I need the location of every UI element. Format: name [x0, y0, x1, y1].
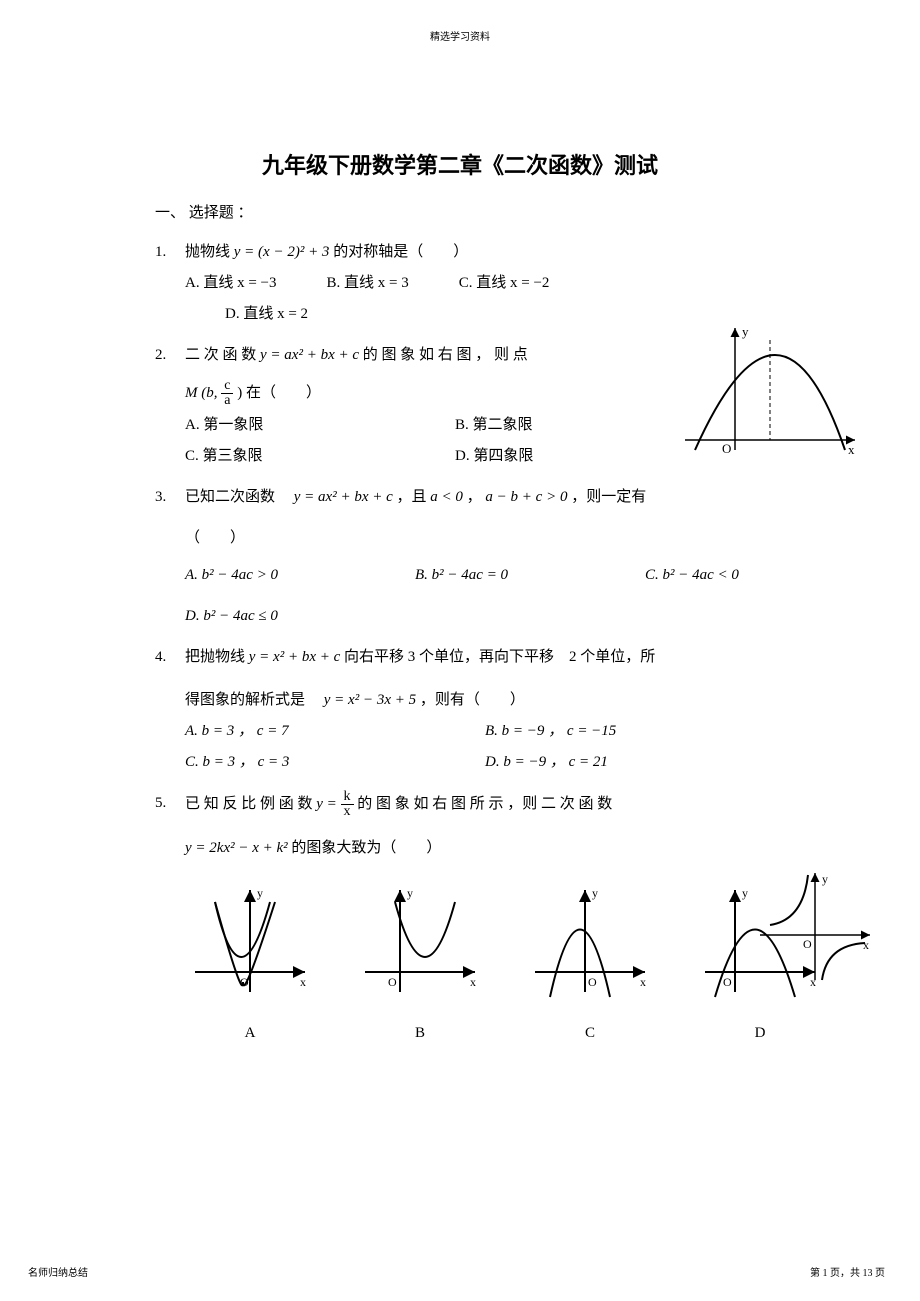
q5-fraction: k x: [341, 790, 354, 819]
q2-stem-pre: 二 次 函 数: [185, 347, 260, 363]
question-5: 5. 已 知 反 比 例 函 数 y = k x 的 图 象 如 右 图 所 示…: [155, 790, 855, 1047]
svg-text:y: y: [257, 886, 263, 900]
q1-opt-d: D. 直线 x = 2: [225, 301, 308, 328]
q3-stem-pre: 已知二次函数: [185, 489, 290, 505]
q3-stem-mid: ，且: [397, 489, 431, 505]
q4-opt-d: D. b = −9 ， c = 21: [485, 749, 755, 776]
q5-graph-b-svg: O x y: [355, 882, 485, 1002]
q5-graph-a-svg: O x y: [185, 882, 315, 1002]
q3-number: 3.: [155, 484, 185, 630]
q3-stem-math: y = ax² + bx + c: [294, 489, 393, 505]
question-4: 4. 把抛物线 y = x² + bx + c 向右平移 3 个单位，再向下平移…: [155, 644, 855, 776]
q2-opt-c: C. 第三象限: [185, 443, 455, 470]
section-1-title: 一、 选择题 ：: [155, 200, 855, 227]
q2-stem-math: y = ax² + bx + c: [260, 347, 359, 363]
svg-text:O: O: [388, 975, 397, 989]
q5-label-c: C: [525, 1020, 655, 1047]
svg-text:y: y: [742, 886, 748, 900]
q5-ref-y: y: [822, 872, 828, 886]
q5-choice-graphs: O x y A: [185, 882, 825, 1047]
footer-left: 名师归纳总结: [28, 1264, 88, 1279]
svg-text:O: O: [588, 975, 597, 989]
q5-frac-den: x: [341, 805, 354, 819]
q4-opt-b: B. b = −9 ， c = −15: [485, 718, 755, 745]
q2-line2-pre: M (b,: [185, 385, 221, 401]
q4-stem-pre: 把抛物线: [185, 649, 249, 665]
q4-stem-math: y = x² + bx + c: [249, 649, 341, 665]
q2-fraction: c a: [221, 379, 233, 408]
q3-opt-d: D. b² − 4ac ≤ 0: [185, 603, 278, 630]
q2-frac-den: a: [221, 394, 233, 408]
q5-ref-x: x: [863, 938, 869, 952]
q2-graph-x: x: [848, 442, 855, 457]
main-title: 九年级下册数学第二章《二次函数》测试: [0, 148, 920, 180]
q5-ref-graph: O x y: [755, 865, 875, 990]
q1-number: 1.: [155, 239, 185, 328]
q5-number: 5.: [155, 790, 185, 1047]
q5-line2-math: y = 2kx² − x + k²: [185, 840, 288, 856]
q5-ref-graph-svg: O x y: [755, 865, 875, 985]
q2-graph-svg: O x y: [680, 320, 860, 460]
q3-paren: （ ）: [185, 525, 855, 552]
q2-number: 2.: [155, 342, 185, 470]
q1-opt-b: B. 直线 x = 3: [327, 270, 409, 297]
q4-number: 4.: [155, 644, 185, 776]
q1-opt-a: A. 直线 x = −3: [185, 270, 277, 297]
q5-stem-pre: 已 知 反 比 例 函 数: [185, 796, 316, 812]
svg-text:O: O: [240, 975, 249, 989]
q5-graph-b: O x y B: [355, 882, 485, 1047]
q2-graph-y: y: [742, 324, 749, 339]
q4-opt-c: C. b = 3 ， c = 3: [185, 749, 485, 776]
svg-text:y: y: [407, 886, 413, 900]
q5-ref-origin: O: [803, 937, 812, 951]
q1-stem-post: 的对称轴是（ ）: [333, 244, 468, 260]
q3-cond2: a − b + c > 0: [485, 489, 567, 505]
q2-graph: O x y: [680, 320, 860, 465]
q4-stem-mid: 向右平移 3 个单位，再向下平移 2 个单位，所: [344, 649, 655, 665]
q5-graph-c: O x y C: [525, 882, 655, 1047]
q3-opt-c: C. b² − 4ac < 0: [645, 562, 739, 589]
q2-line2-post: ) 在（ ）: [237, 385, 321, 401]
q5-frac-num: k: [341, 790, 354, 805]
svg-text:x: x: [470, 975, 476, 989]
svg-text:y: y: [592, 886, 598, 900]
q1-stem-math: y = (x − 2)² + 3: [234, 244, 330, 260]
footer-right: 第 1 页，共 13 页: [810, 1264, 885, 1279]
question-1: 1. 抛物线 y = (x − 2)² + 3 的对称轴是（ ） A. 直线 x…: [155, 239, 855, 328]
q3-cond1: a < 0: [430, 489, 463, 505]
q4-line2-post: ，则有（ ）: [420, 692, 525, 708]
q5-line2-post: 的图象大致为（ ）: [291, 840, 441, 856]
header-note: 精选学习资料: [430, 28, 490, 43]
q3-sep: ，: [467, 489, 482, 505]
q2-opt-a: A. 第一象限: [185, 412, 455, 439]
q4-opt-a: A. b = 3 ， c = 7: [185, 718, 485, 745]
q5-label-a: A: [185, 1020, 315, 1047]
q2-graph-origin: O: [722, 441, 731, 456]
q1-opt-c: C. 直线 x = −2: [459, 270, 550, 297]
q5-stem-math-pre: y =: [316, 796, 340, 812]
q4-line2-math: y = x² − 3x + 5: [324, 692, 416, 708]
q5-graph-c-svg: O x y: [525, 882, 655, 1002]
q5-label-d: D: [695, 1020, 825, 1047]
svg-text:O: O: [723, 975, 732, 989]
q2-stem-post: 的 图 象 如 右 图 ， 则 点: [363, 347, 528, 363]
q2-frac-num: c: [221, 379, 233, 394]
q5-graph-a: O x y A: [185, 882, 315, 1047]
svg-text:x: x: [640, 975, 646, 989]
question-3: 3. 已知二次函数 y = ax² + bx + c ，且 a < 0 ， a …: [155, 484, 855, 630]
q4-line2-pre: 得图象的解析式是: [185, 692, 320, 708]
q5-stem-post: 的 图 象 如 右 图 所 示 ，则 二 次 函 数: [357, 796, 612, 812]
q3-stem-post: ，则一定有: [571, 489, 646, 505]
q3-opt-b: B. b² − 4ac = 0: [415, 562, 595, 589]
svg-text:x: x: [300, 975, 306, 989]
q5-label-b: B: [355, 1020, 485, 1047]
q3-opt-a: A. b² − 4ac > 0: [185, 562, 365, 589]
q1-stem-pre: 抛物线: [185, 244, 234, 260]
